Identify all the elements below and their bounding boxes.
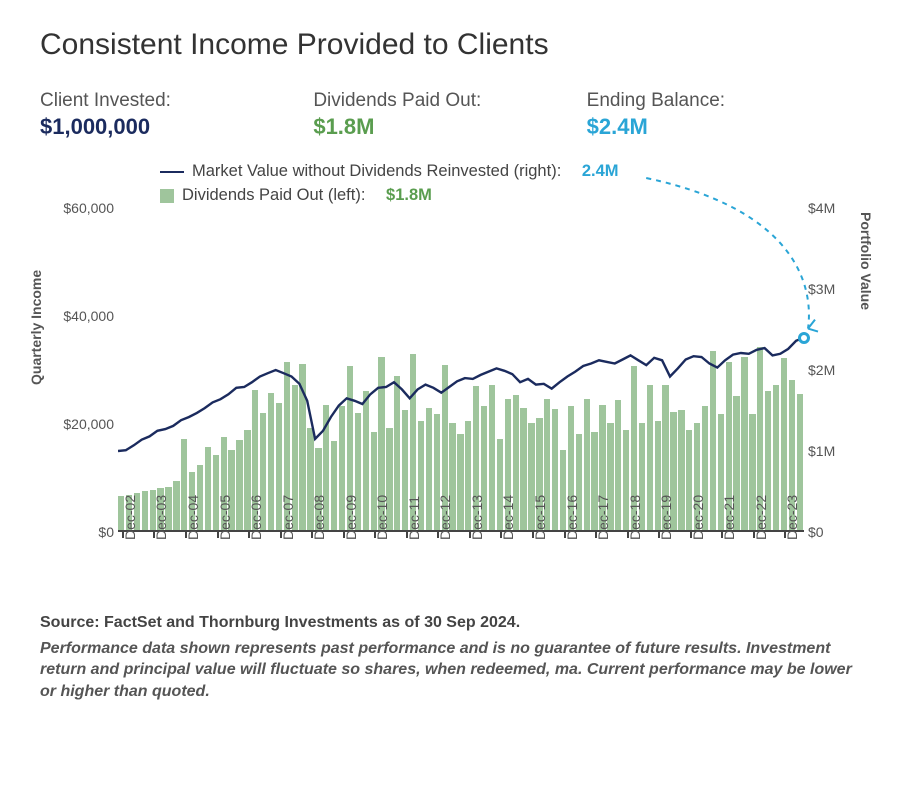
y-axis-left-ticks: $0$20,000$40,000$60,000 xyxy=(60,208,114,532)
y-right-tick: $2M xyxy=(808,362,835,378)
stat-dividends-value: $1.8M xyxy=(313,114,586,140)
y-left-tick: $40,000 xyxy=(63,308,114,324)
y-axis-right-ticks: $0$1M$2M$3M$4M xyxy=(808,208,848,532)
y-right-tick: $3M xyxy=(808,281,835,297)
chart-container: Market Value without Dividends Reinveste… xyxy=(40,160,860,590)
stat-dividends: Dividends Paid Out: $1.8M xyxy=(313,90,586,140)
y-left-tick: $60,000 xyxy=(63,200,114,216)
legend-line-item: Market Value without Dividends Reinveste… xyxy=(160,160,619,184)
y-left-tick: $0 xyxy=(98,524,114,540)
footer-source: Source: FactSet and Thornburg Investment… xyxy=(40,612,860,634)
legend-bar-value: $1.8M xyxy=(386,184,432,208)
y-left-tick: $20,000 xyxy=(63,416,114,432)
y-axis-left-label: Quarterly Income xyxy=(28,270,44,385)
stat-invested-label: Client Invested: xyxy=(40,90,313,112)
legend-line-label: Market Value without Dividends Reinveste… xyxy=(192,160,561,184)
chart-legend: Market Value without Dividends Reinveste… xyxy=(160,160,619,208)
y-right-tick: $4M xyxy=(808,200,835,216)
page-title: Consistent Income Provided to Clients xyxy=(40,28,860,62)
stat-dividends-label: Dividends Paid Out: xyxy=(313,90,586,112)
stat-ending-label: Ending Balance: xyxy=(587,90,860,112)
stat-ending-value: $2.4M xyxy=(587,114,860,140)
legend-bar-item: Dividends Paid Out (left): $1.8M xyxy=(160,184,619,208)
stat-ending: Ending Balance: $2.4M xyxy=(587,90,860,140)
chart-line-svg xyxy=(118,208,804,532)
x-axis-ticks: Dec-02Dec-03Dec-04Dec-05Dec-06Dec-07Dec-… xyxy=(118,532,804,590)
x-tick-label: Dec-23 xyxy=(784,495,828,540)
legend-bar-label: Dividends Paid Out (left): xyxy=(182,184,365,208)
stats-row: Client Invested: $1,000,000 Dividends Pa… xyxy=(40,90,860,140)
end-marker-icon xyxy=(798,332,810,344)
stat-invested-value: $1,000,000 xyxy=(40,114,313,140)
stat-invested: Client Invested: $1,000,000 xyxy=(40,90,313,140)
line-swatch-icon xyxy=(160,171,184,173)
chart-plot-area xyxy=(118,208,804,532)
legend-line-value: 2.4M xyxy=(582,160,619,184)
bar-swatch-icon xyxy=(160,189,174,203)
footer-disclaimer: Performance data shown represents past p… xyxy=(40,638,860,703)
footer: Source: FactSet and Thornburg Investment… xyxy=(40,612,860,702)
market-value-line xyxy=(118,338,804,451)
y-right-tick: $1M xyxy=(808,443,835,459)
y-axis-right-label: Portfolio Value xyxy=(858,212,874,310)
